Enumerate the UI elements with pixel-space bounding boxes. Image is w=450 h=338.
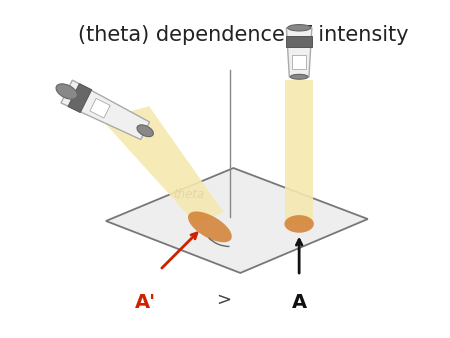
Polygon shape [90,98,110,118]
Ellipse shape [137,125,153,137]
Polygon shape [285,80,313,224]
Text: A': A' [135,293,156,312]
Polygon shape [106,168,368,273]
Ellipse shape [188,212,232,242]
Polygon shape [101,106,224,224]
Ellipse shape [290,74,308,79]
Polygon shape [286,35,312,47]
Text: theta: theta [173,188,204,201]
Ellipse shape [284,215,314,233]
Polygon shape [61,80,149,140]
Text: A: A [292,293,307,312]
Ellipse shape [56,84,77,99]
Text: >: > [216,291,231,309]
Text: (theta) dependence of intensity: (theta) dependence of intensity [78,25,409,45]
Polygon shape [292,55,306,69]
Polygon shape [68,83,92,113]
Ellipse shape [288,25,310,31]
Polygon shape [286,28,312,77]
